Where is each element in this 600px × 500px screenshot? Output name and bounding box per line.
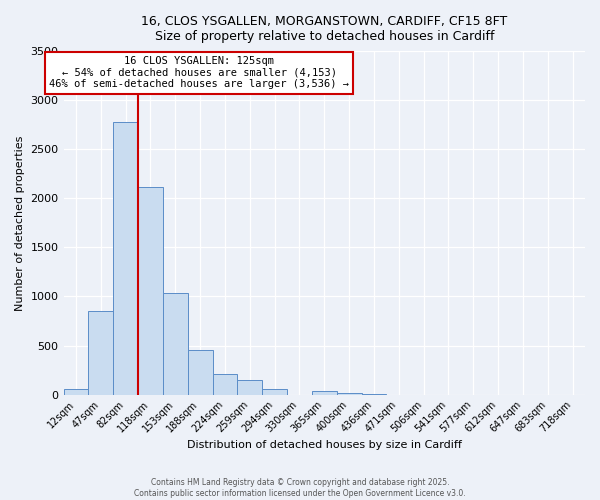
Bar: [163, 292, 188, 394]
Bar: [88, 311, 113, 394]
Bar: [188, 350, 212, 395]
Y-axis label: Number of detached properties: Number of detached properties: [15, 135, 25, 310]
Bar: [212, 374, 238, 394]
Text: Contains HM Land Registry data © Crown copyright and database right 2025.
Contai: Contains HM Land Registry data © Crown c…: [134, 478, 466, 498]
Bar: [337, 393, 362, 394]
Title: 16, CLOS YSGALLEN, MORGANSTOWN, CARDIFF, CF15 8FT
Size of property relative to d: 16, CLOS YSGALLEN, MORGANSTOWN, CARDIFF,…: [141, 15, 508, 43]
Bar: [138, 186, 163, 394]
Bar: [312, 390, 337, 394]
Bar: [64, 389, 88, 394]
Bar: [262, 388, 287, 394]
Bar: [238, 380, 262, 394]
Bar: [113, 122, 138, 394]
Text: 16 CLOS YSGALLEN: 125sqm
← 54% of detached houses are smaller (4,153)
46% of sem: 16 CLOS YSGALLEN: 125sqm ← 54% of detach…: [49, 56, 349, 90]
X-axis label: Distribution of detached houses by size in Cardiff: Distribution of detached houses by size …: [187, 440, 462, 450]
